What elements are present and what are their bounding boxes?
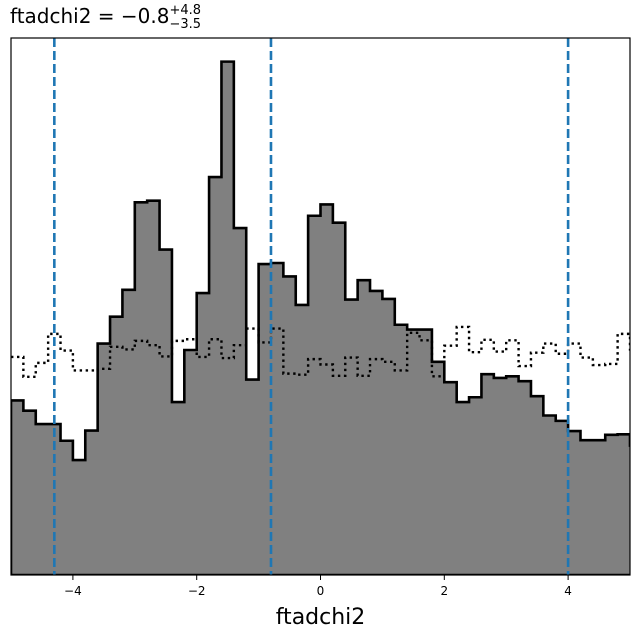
x-tick-label: 0 [317,584,325,598]
title-equals: = [91,4,120,28]
chart-title: ftadchi2 = −0.8+4.8 −3.5 [10,3,201,32]
posterior-histogram [11,60,630,575]
x-axis-ticks: −4 −2 0 2 4 [64,575,572,598]
x-tick-label: −2 [188,584,206,598]
title-lower-error: −3.5 [170,17,202,32]
x-axis-label: ftadchi2 [276,605,366,630]
prior-histogram [11,325,630,379]
title-median: −0.8 [121,4,170,28]
title-upper-error: +4.8 [170,3,202,18]
x-tick-label: 4 [564,584,572,598]
plot-area [11,38,630,575]
x-tick-label: −4 [64,584,82,598]
x-tick-label: 2 [440,584,448,598]
title-param: ftadchi2 [10,4,91,28]
